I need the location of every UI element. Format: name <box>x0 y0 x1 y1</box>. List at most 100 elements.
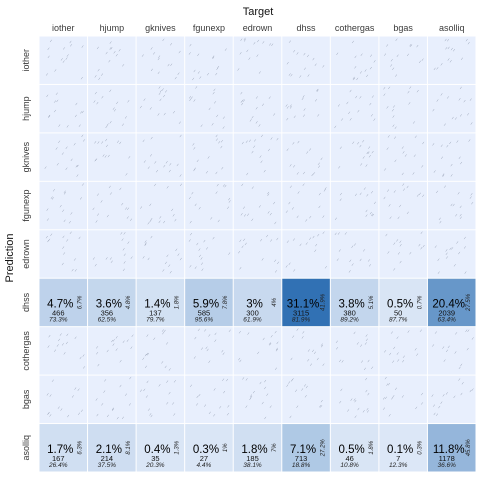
cell-row-percent-label: 0.7% <box>417 295 423 309</box>
y-tick-label: dhss <box>21 292 31 312</box>
heatmap-cell-cothergas-bgas <box>379 327 427 374</box>
y-tick-label: cothergas <box>21 331 31 371</box>
heatmap-cell-cothergas-edrown <box>234 327 282 374</box>
heatmap-cell-edrown-fgunexp <box>185 230 233 277</box>
cell-column-percent-label: 62.5% <box>98 317 117 324</box>
cell-row-percent-label: 0.3% <box>417 440 423 454</box>
cell-row-percent-label: 7% <box>272 443 278 452</box>
heatmap-cell-bgas-edrown <box>234 376 282 423</box>
heatmap-cell-cothergas-cothergas <box>331 327 379 374</box>
heatmap-cell-hjump-cothergas <box>331 85 379 132</box>
cell-row-percent-label: 27.2% <box>320 439 326 458</box>
y-axis-title: Prediction <box>4 234 16 283</box>
cell-row-percent-label: 6.3% <box>78 440 84 454</box>
cell-row-percent-label: 8.1% <box>126 440 132 454</box>
heatmap-cell-cothergas-asolliq <box>428 327 476 374</box>
heatmap-cell-fgunexp-asolliq <box>428 182 476 229</box>
cell-column-percent-label: 20.3% <box>145 462 165 469</box>
heatmap-cell-fgunexp-bgas <box>379 182 427 229</box>
heatmap-cell-edrown-edrown <box>234 230 282 277</box>
heatmap-cell-gknives-iother <box>40 133 88 180</box>
heatmap-cell-cothergas-iother <box>40 327 88 374</box>
heatmap-cell-bgas-iother <box>40 376 88 423</box>
y-tick-label: gknives <box>21 141 31 172</box>
heatmap-cell-gknives-edrown <box>234 133 282 180</box>
cell-column-percent-label: 10.8% <box>340 462 359 469</box>
heatmap-cell-bgas-fgunexp <box>185 376 233 423</box>
heatmap-cell-fgunexp-gknives <box>137 182 185 229</box>
cell-row-percent-label: 41.9% <box>320 293 326 311</box>
heatmap-cell-bgas-dhss <box>282 376 330 423</box>
cell-column-percent-label: 37.5% <box>98 462 117 469</box>
heatmap-cell-bgas-hjump <box>88 376 136 423</box>
heatmap-cell-cothergas-gknives <box>137 327 185 374</box>
cell-row-percent-label: 1.3% <box>175 440 181 454</box>
heatmap-cell-edrown-hjump <box>88 230 136 277</box>
y-tick-label: edrown <box>21 239 31 269</box>
heatmap-cell-cothergas-fgunexp <box>185 327 233 374</box>
heatmap-cell-iother-iother <box>40 37 88 84</box>
cell-row-percent-label: 1.8% <box>369 440 375 454</box>
x-tick-label: cothergas <box>335 23 375 33</box>
heatmap-cell-fgunexp-fgunexp <box>185 182 233 229</box>
heatmap-cell-gknives-dhss <box>282 133 330 180</box>
heatmap-cell-edrown-asolliq <box>428 230 476 277</box>
heatmap-cell-bgas-asolliq <box>428 376 476 423</box>
x-tick-label: asolliq <box>439 23 465 33</box>
cell-column-percent-label: 95.6% <box>195 317 214 324</box>
heatmap-cell-hjump-asolliq <box>428 85 476 132</box>
x-tick-label: iother <box>52 23 75 33</box>
heatmap-cell-fgunexp-dhss <box>282 182 330 229</box>
heatmap-cell-hjump-fgunexp <box>185 85 233 132</box>
heatmap-cell-hjump-bgas <box>379 85 427 132</box>
cell-row-percent-label: 45.8% <box>466 439 472 457</box>
cell-column-percent-label: 73.3% <box>49 317 68 324</box>
y-tick-labels: iotherhjumpgknivesfgunexpedrowndhsscothe… <box>21 49 31 461</box>
heatmap-cell-fgunexp-cothergas <box>331 182 379 229</box>
heatmap-cell-hjump-edrown <box>234 85 282 132</box>
cell-column-percent-label: 12.3% <box>389 462 408 469</box>
heatmap-cell-fgunexp-iother <box>40 182 88 229</box>
heatmap-cell-hjump-dhss <box>282 85 330 132</box>
cell-column-percent-label: 81.9% <box>292 317 311 324</box>
cell-row-percent-label: 6.7% <box>78 295 84 309</box>
cell-column-percent-label: 89.2% <box>340 317 359 324</box>
heatmap-cell-iother-fgunexp <box>185 37 233 84</box>
heatmap-cell-cothergas-dhss <box>282 327 330 374</box>
cell-column-percent-label: 61.9% <box>243 317 262 324</box>
cell-row-percent-label: 5.1% <box>369 295 375 309</box>
heatmap-cell-hjump-hjump <box>88 85 136 132</box>
cell-column-percent-label: 36.6% <box>438 462 457 469</box>
x-tick-label: dhss <box>297 23 317 33</box>
heatmap-cell-bgas-bgas <box>379 376 427 423</box>
x-tick-label: edrown <box>243 23 273 33</box>
heatmap-cell-bgas-gknives <box>137 376 185 423</box>
x-tick-label: bgas <box>393 23 413 33</box>
heatmap-cell-gknives-cothergas <box>331 133 379 180</box>
x-tick-labels: iother hjump gknives fgunexp edrown dhss cothe… <box>52 23 464 33</box>
heatmap-cell-iother-dhss <box>282 37 330 84</box>
cell-row-percent-label: 4.8% <box>126 295 132 309</box>
cell-row-percent-label: 7.8% <box>223 295 229 309</box>
cell-column-percent-label: 63.4% <box>438 317 457 324</box>
heatmap-cell-gknives-hjump <box>88 133 136 180</box>
heatmap-cell-iother-cothergas <box>331 37 379 84</box>
y-tick-label: hjump <box>21 96 31 121</box>
x-tick-label: fgunexp <box>193 23 225 33</box>
heatmap-cell-edrown-bgas <box>379 230 427 277</box>
heatmap-cells <box>40 37 476 472</box>
heatmap-cell-cothergas-hjump <box>88 327 136 374</box>
heatmap-cell-edrown-dhss <box>282 230 330 277</box>
cell-column-percent-label: 79.7% <box>146 317 165 324</box>
heatmap-cell-iother-edrown <box>234 37 282 84</box>
y-tick-label: iother <box>21 49 31 72</box>
x-tick-label: gknives <box>145 23 176 33</box>
heatmap-cell-iother-gknives <box>137 37 185 84</box>
heatmap-cell-edrown-gknives <box>137 230 185 277</box>
heatmap-cell-edrown-cothergas <box>331 230 379 277</box>
cell-row-percent-label: 1.8% <box>175 295 181 309</box>
x-axis-title: Target <box>243 6 274 18</box>
cell-column-percent-label: 4.4% <box>197 462 212 469</box>
heatmap-cell-iother-bgas <box>379 37 427 84</box>
